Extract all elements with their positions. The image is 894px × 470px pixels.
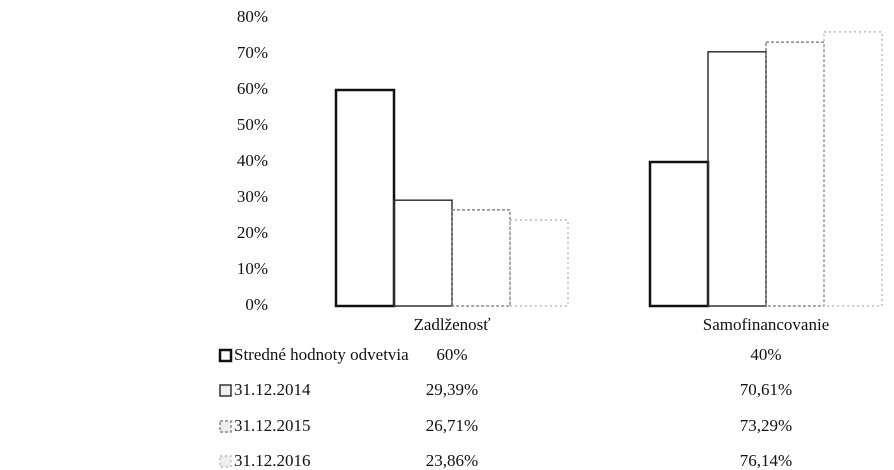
legend-label: 31.12.2015: [234, 416, 311, 435]
bar: [765, 41, 825, 307]
y-tick-label: 60%: [237, 79, 268, 98]
bar: [509, 219, 569, 307]
bar: [393, 199, 453, 307]
bar: [648, 160, 710, 308]
legend-label: 31.12.2014: [234, 380, 311, 399]
table-value: 23,86%: [426, 451, 478, 470]
table-value: 76,14%: [740, 451, 792, 470]
table-value: 26,71%: [426, 416, 478, 435]
legend-marker: [218, 348, 233, 363]
y-tick-label: 10%: [237, 259, 268, 278]
legend-label: Stredné hodnoty odvetvia: [234, 345, 409, 364]
x-tick-label: Samofinancovanie: [703, 315, 830, 334]
table-value: 60%: [436, 345, 467, 364]
bar: [451, 209, 511, 307]
table-value: 40%: [750, 345, 781, 364]
x-tick-label: Zadlženosť: [413, 315, 490, 334]
y-tick-label: 40%: [237, 151, 268, 170]
y-tick-label: 80%: [237, 7, 268, 26]
bar: [707, 51, 767, 307]
table-value: 73,29%: [740, 416, 792, 435]
table-value: 70,61%: [740, 380, 792, 399]
y-tick-label: 0%: [245, 295, 268, 314]
legend-marker: [219, 384, 232, 397]
y-tick-label: 70%: [237, 43, 268, 62]
bar: [334, 88, 396, 308]
y-tick-label: 20%: [237, 223, 268, 242]
legend-label: 31.12.2016: [234, 451, 311, 470]
legend-marker: [219, 420, 232, 433]
y-tick-label: 50%: [237, 115, 268, 134]
y-tick-label: 30%: [237, 187, 268, 206]
bar: [823, 31, 883, 307]
table-value: 29,39%: [426, 380, 478, 399]
legend-marker: [219, 455, 232, 468]
